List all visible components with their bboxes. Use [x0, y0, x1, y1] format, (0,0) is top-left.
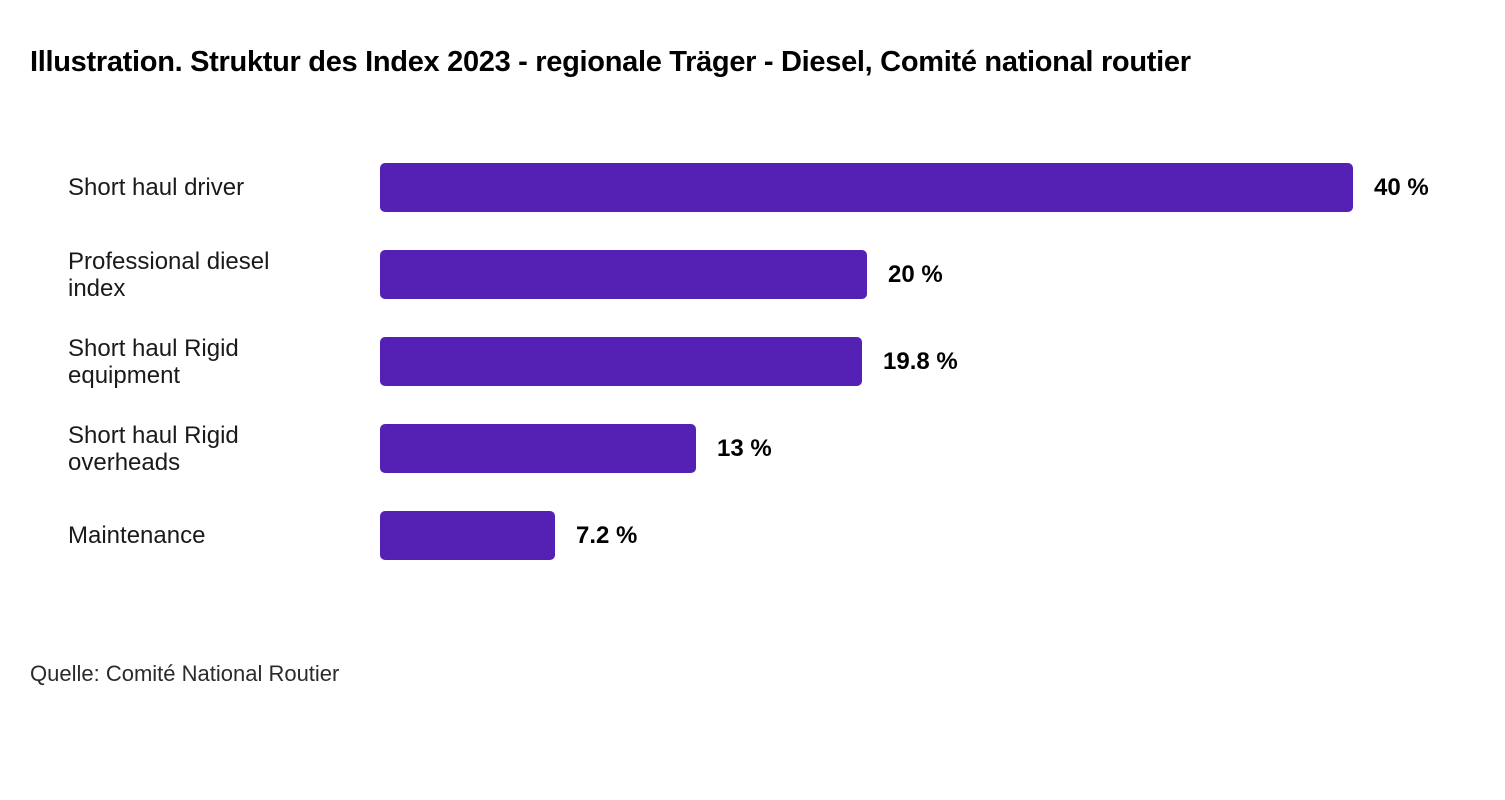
- value-label: 7.2 %: [576, 522, 638, 549]
- value-label: 13 %: [717, 435, 772, 462]
- chart-row: Professional diesel index 20 %: [0, 247, 1505, 302]
- bar-area: 13 %: [380, 424, 1505, 473]
- bar: [380, 337, 862, 386]
- bar-area: 20 %: [380, 250, 1505, 299]
- category-label: Short haul Rigid overheads: [68, 421, 239, 476]
- source-note: Quelle: Comité National Routier: [30, 661, 340, 686]
- bar-area: 7.2 %: [380, 511, 1505, 560]
- chart-row: Short haul Rigid overheads 13 %: [0, 421, 1505, 476]
- chart-row: Short haul driver 40 %: [0, 163, 1505, 212]
- bar-chart: Short haul driver 40 % Professional diesel…: [0, 163, 1505, 560]
- chart-row: Short haul Rigid equipment 19.8 %: [0, 334, 1505, 389]
- bar-area: 40 %: [380, 163, 1505, 212]
- category-label: Professional diesel index: [68, 247, 270, 302]
- category-label: Short haul driver: [68, 174, 245, 201]
- category-label: Maintenance: [68, 522, 206, 549]
- value-label: 20 %: [888, 261, 943, 288]
- chart-row: Maintenance 7.2 %: [0, 511, 1505, 560]
- bar-area: 19.8 %: [380, 337, 1505, 386]
- bar: [380, 511, 555, 560]
- bar: [380, 250, 867, 299]
- category-label: Short haul Rigid equipment: [68, 334, 239, 389]
- value-label: 40 %: [1374, 174, 1429, 201]
- bar: [380, 163, 1353, 212]
- bar: [380, 424, 696, 473]
- chart-title: Illustration. Struktur des Index 2023 - …: [30, 46, 1191, 78]
- value-label: 19.8 %: [883, 348, 958, 375]
